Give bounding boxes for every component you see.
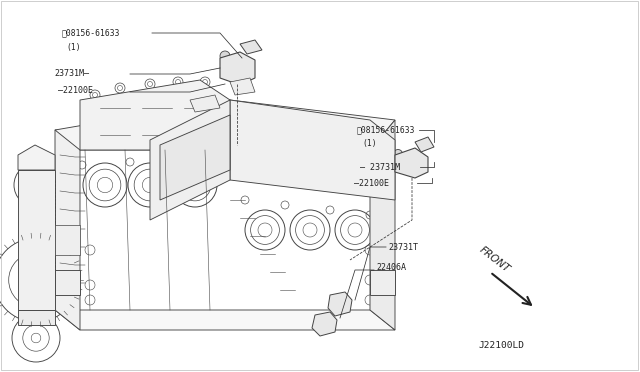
Text: —22100E: —22100E [354, 179, 389, 187]
Polygon shape [240, 40, 262, 54]
Polygon shape [220, 52, 255, 85]
Polygon shape [150, 100, 230, 220]
Text: 23731M—: 23731M— [54, 68, 89, 77]
Text: —22100E: —22100E [58, 86, 93, 94]
Circle shape [57, 230, 77, 250]
Polygon shape [328, 292, 352, 316]
Polygon shape [415, 137, 434, 152]
Text: (1): (1) [362, 138, 376, 148]
Polygon shape [55, 130, 80, 330]
Polygon shape [55, 225, 80, 255]
Text: Ⓒ08156-61633: Ⓒ08156-61633 [357, 125, 415, 135]
Polygon shape [190, 95, 220, 112]
Polygon shape [370, 270, 395, 295]
Polygon shape [55, 270, 80, 295]
Polygon shape [230, 78, 255, 95]
Text: 22406A: 22406A [376, 263, 406, 273]
Text: J22100LD: J22100LD [478, 340, 524, 350]
Polygon shape [18, 310, 55, 325]
Text: — 23731M: — 23731M [360, 163, 400, 171]
Polygon shape [80, 80, 230, 150]
Circle shape [231, 58, 243, 70]
Polygon shape [160, 115, 230, 200]
Text: Ⓒ08156-61633: Ⓒ08156-61633 [62, 29, 120, 38]
Circle shape [320, 319, 330, 329]
Text: (1): (1) [66, 42, 81, 51]
Polygon shape [312, 312, 337, 336]
Polygon shape [55, 310, 395, 330]
Polygon shape [18, 145, 55, 170]
Polygon shape [18, 170, 55, 310]
Circle shape [220, 51, 230, 61]
Text: FRONT: FRONT [477, 245, 511, 275]
Polygon shape [395, 148, 428, 178]
Polygon shape [55, 100, 395, 150]
Circle shape [406, 155, 417, 167]
Polygon shape [230, 100, 395, 200]
Circle shape [334, 298, 346, 310]
Text: 23731T: 23731T [388, 243, 418, 251]
Polygon shape [370, 120, 395, 330]
Circle shape [394, 150, 403, 158]
